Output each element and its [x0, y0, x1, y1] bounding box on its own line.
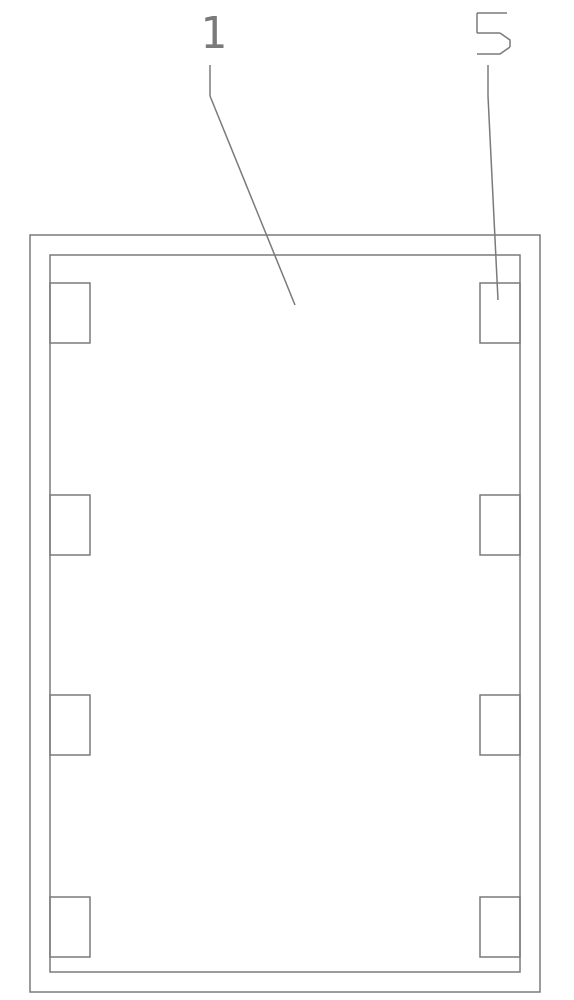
tab-rect-1 — [480, 283, 520, 343]
label-1-leader-b — [210, 96, 295, 305]
tab-rect-3 — [480, 495, 520, 555]
tab-rect-7 — [480, 897, 520, 957]
technical-diagram: 1 — [0, 0, 574, 1000]
tab-rect-2 — [50, 495, 90, 555]
tab-rect-4 — [50, 695, 90, 755]
label-5-glyph-seg-4 — [477, 47, 510, 54]
label-5-glyph-seg-3 — [500, 33, 510, 47]
outer-frame — [30, 235, 540, 992]
tab-rect-6 — [50, 897, 90, 957]
label-1-text: 1 — [200, 8, 227, 59]
inner-frame — [50, 255, 520, 972]
label-5-leader-b — [488, 96, 498, 300]
tab-rect-5 — [480, 695, 520, 755]
tab-rect-0 — [50, 283, 90, 343]
